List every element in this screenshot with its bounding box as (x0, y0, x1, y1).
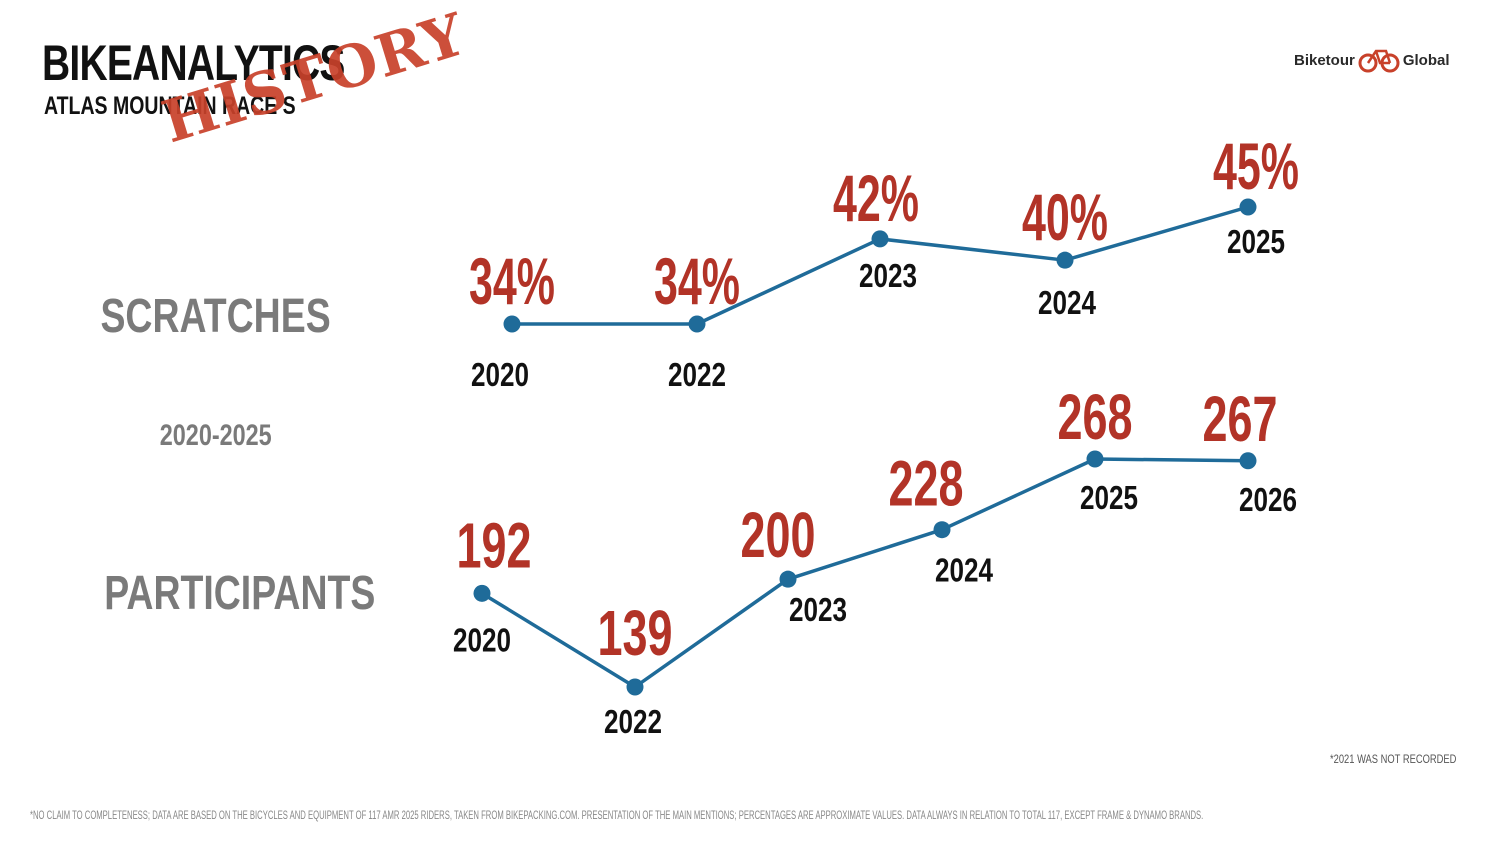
participants-label-text: PARTICIPANTS (104, 567, 376, 620)
participants-year-label-2024: 2024 (935, 552, 994, 589)
participants-value-label-2023: 200 (741, 499, 816, 571)
scratches-label-text: SCRATCHES (100, 290, 332, 343)
scratches-point-2023 (871, 230, 889, 248)
participants-year-label-2022: 2022 (604, 703, 662, 740)
participants-point-2025 (1086, 450, 1104, 468)
logo-right-text: Global (1402, 51, 1450, 69)
bicycle-icon (1358, 49, 1400, 73)
participants-year-label-2023: 2023 (789, 591, 847, 628)
scratches-year-label-2025: 2025 (1227, 223, 1285, 260)
participants-value-label-2022: 139 (598, 597, 673, 669)
scratches-label: SCRATCHES (66, 293, 366, 341)
participants-point-2023 (779, 570, 797, 588)
participants-value-label-2020: 192 (457, 509, 532, 581)
scratches-point-2020 (503, 315, 521, 333)
scratches-value-label-2022: 34% (654, 244, 740, 318)
biketour-global-logo: Biketour Global (1294, 46, 1450, 74)
participants-value-label-2024: 228 (889, 448, 964, 520)
scratches-point-2025 (1239, 198, 1257, 216)
brand-subtitle: ATLAS MOUNTAIN RACE S (44, 92, 296, 120)
scratches-year-label-2023: 2023 (859, 257, 917, 294)
participants-value-label-2026: 267 (1203, 383, 1278, 455)
participants-point-2026 (1239, 452, 1257, 470)
participants-year-label-2025: 2025 (1080, 479, 1138, 516)
participants-label: PARTICIPANTS (66, 570, 375, 618)
participants-year-label-2026: 2026 (1239, 481, 1297, 518)
logo-left-text: Biketour (1294, 51, 1355, 69)
scratches-value-label-2020: 34% (469, 244, 555, 318)
scratches-year-label-2020: 2020 (471, 356, 529, 393)
year-range-label: 2020-2025 (66, 421, 366, 451)
scratches-year-label-2022: 2022 (668, 356, 726, 393)
year-range-label-text: 2020-2025 (160, 419, 272, 452)
scratches-value-label-2025: 45% (1213, 129, 1299, 203)
footnote: *NO CLAIM TO COMPLETENESS; DATA ARE BASE… (30, 808, 1204, 822)
participants-point-2022 (626, 678, 644, 696)
scratches-year-label-2024: 2024 (1038, 284, 1097, 321)
participants-point-2024 (933, 521, 951, 539)
scratches-value-label-2023: 42% (833, 161, 919, 235)
brand-title: BIKEANALYTICS (42, 35, 345, 91)
not-recorded-note: *2021 WAS NOT RECORDED (1330, 752, 1457, 766)
scratches-point-2024 (1056, 251, 1074, 269)
participants-year-label-2020: 2020 (453, 621, 511, 658)
scratches-value-label-2024: 40% (1022, 180, 1108, 254)
scratches-point-2022 (688, 315, 706, 333)
participants-value-label-2025: 268 (1058, 381, 1133, 453)
participants-point-2020 (473, 584, 491, 602)
participants-series-line (481, 457, 1249, 689)
